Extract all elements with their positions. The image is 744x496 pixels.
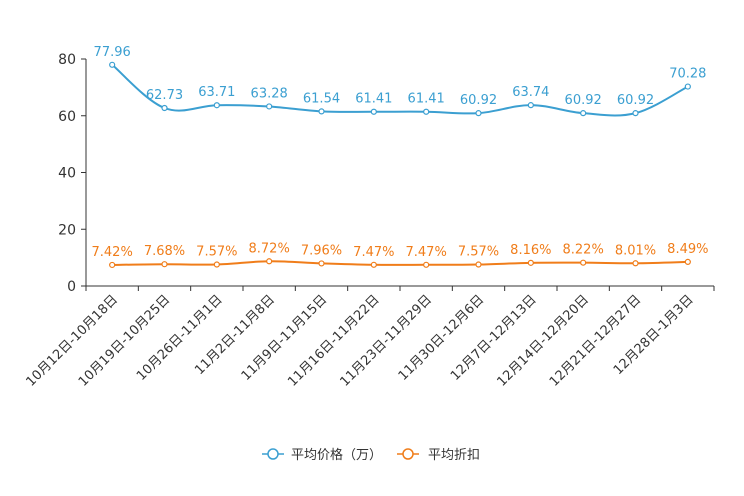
legend-marker-icon [402, 448, 414, 460]
data-label: 70.28 [669, 67, 706, 82]
data-label: 7.47% [406, 245, 447, 260]
data-point[interactable] [423, 261, 430, 268]
legend-item-1[interactable]: 平均折扣 [397, 448, 480, 463]
data-point[interactable] [318, 108, 325, 115]
x-tick-label: 11月16日-11月22日 [285, 292, 382, 389]
data-label: 61.54 [303, 91, 340, 106]
data-label: 8.16% [510, 243, 551, 258]
series-line [111, 64, 689, 117]
data-label: 8.22% [563, 243, 604, 258]
data-label: 7.42% [92, 245, 133, 260]
data-label: 7.68% [144, 244, 185, 259]
y-tick-label: 0 [67, 279, 76, 295]
series-line [112, 260, 688, 266]
data-point[interactable] [684, 258, 691, 266]
data-point[interactable] [370, 261, 377, 268]
data-label: 60.92 [460, 93, 497, 108]
data-point[interactable] [370, 108, 377, 115]
data-label: 8.49% [667, 242, 708, 257]
data-label: 63.71 [198, 85, 235, 100]
data-label: 8.72% [249, 241, 290, 256]
y-tick-label: 60 [58, 109, 76, 125]
data-label: 7.96% [301, 243, 342, 258]
y-tick-label: 20 [58, 222, 76, 238]
y-tick-label: 40 [58, 166, 76, 182]
legend-label: 平均价格（万） [291, 447, 382, 463]
chart-legend[interactable]: 平均价格（万） 平均折扣 [262, 447, 480, 463]
data-point[interactable] [213, 261, 220, 268]
data-label: 60.92 [617, 93, 654, 108]
data-label: 60.92 [565, 93, 602, 108]
data-label: 7.57% [458, 245, 499, 260]
data-point[interactable] [475, 110, 482, 117]
data-label: 63.74 [512, 85, 549, 100]
data-point[interactable] [580, 259, 587, 266]
data-point[interactable] [161, 104, 168, 112]
series-0: 77.96 62.73 63.71 63.28 61.54 61.41 61.41 60.92… [94, 45, 706, 117]
data-label: 77.96 [94, 45, 131, 60]
data-point[interactable] [318, 260, 325, 267]
data-point[interactable] [161, 261, 168, 268]
data-point[interactable] [109, 261, 116, 269]
data-label: 8.01% [615, 243, 656, 258]
series-1: 7.42% 7.68% 7.57% 8.72% 7.96% 7.47% 7.47% 7.57%… [92, 241, 708, 269]
x-tick-label: 12月21日-12月27日 [547, 292, 644, 389]
legend-label: 平均折扣 [428, 448, 480, 463]
data-point[interactable] [527, 259, 534, 266]
data-point[interactable] [109, 61, 116, 68]
data-point[interactable] [475, 261, 482, 268]
data-point[interactable] [632, 110, 639, 117]
legend-item-0[interactable]: 平均价格（万） [262, 447, 382, 463]
y-tick-label: 80 [58, 52, 76, 68]
x-tick-label: 11月23日-11月29日 [338, 292, 435, 389]
data-label: 61.41 [408, 92, 445, 107]
data-point[interactable] [580, 110, 587, 117]
data-point[interactable] [266, 103, 273, 110]
chart-series: 77.96 62.73 63.71 63.28 61.54 61.41 61.41 60.92… [92, 45, 708, 269]
data-point[interactable] [213, 102, 220, 109]
data-point[interactable] [632, 260, 639, 267]
data-label: 7.47% [353, 245, 394, 260]
data-label: 61.41 [355, 92, 392, 107]
data-label: 7.57% [196, 245, 237, 260]
data-point[interactable] [684, 83, 691, 90]
legend-marker-icon [267, 448, 279, 460]
x-tick-label: 12月14日-12月20日 [495, 292, 592, 389]
data-label: 63.28 [251, 86, 288, 101]
data-point[interactable] [266, 258, 273, 265]
x-tick-label: 10月12日-10月18日 [24, 292, 121, 389]
x-tick-label: 10月19日-10月25日 [76, 292, 173, 389]
data-label: 62.73 [146, 88, 183, 103]
data-point[interactable] [527, 102, 534, 109]
data-point[interactable] [423, 108, 430, 115]
